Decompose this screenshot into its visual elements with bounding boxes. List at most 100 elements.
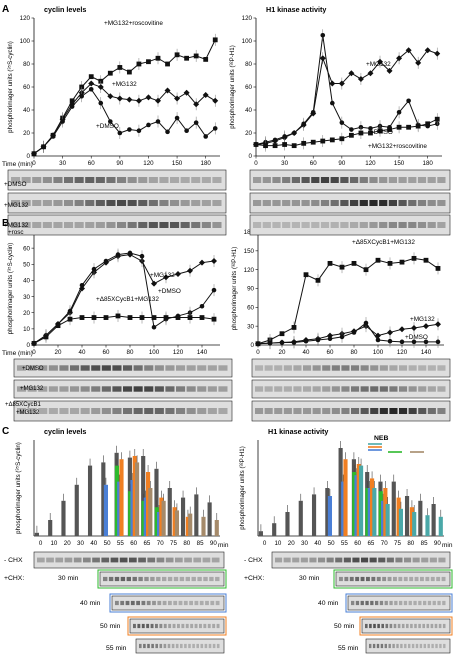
gel-band [326, 557, 334, 563]
gel-band [427, 600, 432, 606]
gel-band [351, 600, 355, 606]
data-point-circle [349, 127, 354, 132]
c-row-label-30: 30 min [58, 575, 79, 582]
gel-band [349, 576, 354, 582]
gel-band [210, 600, 215, 606]
series-label: +DMSO [370, 129, 393, 136]
gel-band [148, 200, 158, 206]
gel-band [207, 623, 211, 629]
data-point-square [184, 55, 190, 61]
data-point-circle [193, 120, 199, 125]
data-point-circle [406, 98, 411, 104]
gel-band [189, 600, 193, 606]
data-point-diamond [135, 97, 142, 104]
x-tick-label: 30 [301, 540, 308, 547]
gel-band [361, 557, 369, 563]
gel-band [180, 200, 190, 206]
gel-band [283, 365, 292, 371]
gel-band [138, 557, 146, 563]
gel-band [155, 643, 158, 649]
gel-c-left-40-border [109, 593, 227, 613]
gel-band [253, 222, 262, 228]
gel-band [403, 600, 408, 606]
data-point-square [301, 140, 307, 146]
gel-band [272, 177, 281, 183]
x-tick-label: 20 [279, 349, 286, 356]
x-tick-label: 40 [303, 349, 310, 356]
series-label: +DMSO [405, 334, 428, 341]
bar [311, 494, 317, 536]
gel-band [434, 623, 438, 629]
gel-band [311, 200, 320, 206]
series-label: +MG132 [366, 61, 391, 68]
gel-band [32, 222, 42, 228]
gel-band [173, 576, 179, 582]
bar [101, 462, 106, 536]
gel-band [272, 200, 281, 206]
data-point-square [291, 325, 297, 330]
data-point-square [31, 340, 37, 346]
y-tick-label: 180 [244, 229, 255, 236]
gel-band [112, 408, 122, 414]
x-tick-label: 60 [103, 349, 110, 356]
gel-label-b-dmso: +DMSO [22, 366, 44, 372]
bar [418, 500, 423, 536]
gel-band [159, 643, 163, 649]
gel-label-a-mg132-2: +MG132 [4, 222, 29, 229]
data-point-square [303, 272, 309, 278]
gel-band [117, 222, 127, 228]
gel-band [176, 408, 186, 414]
data-point-diamond [319, 55, 326, 62]
gel-band [212, 222, 222, 228]
gel-band [162, 576, 167, 582]
gel-band [159, 177, 169, 183]
gel-band [139, 643, 142, 649]
gel-band [344, 576, 349, 582]
gel-band [322, 408, 331, 414]
gel-band [175, 557, 183, 563]
gel-band [370, 600, 374, 606]
gel-band [442, 623, 446, 629]
gel-band [186, 408, 196, 414]
gel-band [110, 557, 119, 563]
data-point-square [155, 55, 161, 61]
gel-band [360, 365, 369, 371]
series-line [257, 257, 439, 345]
gel-band [340, 200, 349, 206]
y-tick-label: 120 [244, 267, 255, 274]
data-point-square [55, 323, 61, 329]
gel-band [351, 386, 360, 392]
gel-band [176, 365, 186, 371]
data-point-circle [375, 337, 381, 343]
data-point-circle [146, 122, 151, 128]
x-tick-label: 100 [149, 349, 160, 356]
data-point-circle [165, 129, 170, 135]
y-tick-label: 100 [20, 38, 31, 45]
x-tick-label: 40 [314, 540, 321, 547]
gel-band [403, 576, 408, 582]
gel-band [157, 600, 162, 606]
gel-band [370, 408, 379, 414]
gel-band [371, 576, 376, 582]
gel-band [422, 623, 425, 629]
bar [369, 478, 375, 536]
series-label: +MG132+roscovitine [104, 20, 163, 27]
x-tick-label: 120 [173, 349, 184, 356]
panel-letter-b: B [2, 218, 9, 229]
data-point-diamond [163, 274, 169, 281]
gel-band [212, 200, 222, 206]
data-point-diamond [199, 259, 205, 266]
data-point-circle [69, 104, 75, 109]
gel-band [283, 408, 292, 414]
bar [438, 516, 443, 536]
gel-band [178, 600, 183, 606]
gel-band [186, 386, 196, 392]
gel-band [117, 177, 127, 183]
gel-band [70, 408, 80, 414]
bar [34, 532, 39, 536]
gel-band [80, 365, 90, 371]
gel-label-a-mg132: +MG132 [4, 202, 29, 209]
gel-band [103, 576, 108, 582]
data-point-square [203, 57, 209, 62]
data-point-diamond [415, 59, 422, 66]
